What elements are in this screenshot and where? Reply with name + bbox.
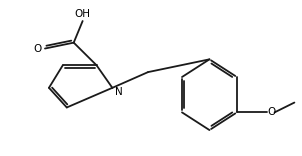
Text: O: O bbox=[34, 44, 42, 54]
Text: N: N bbox=[115, 87, 123, 97]
Text: OH: OH bbox=[75, 9, 91, 19]
Text: O: O bbox=[268, 107, 276, 117]
